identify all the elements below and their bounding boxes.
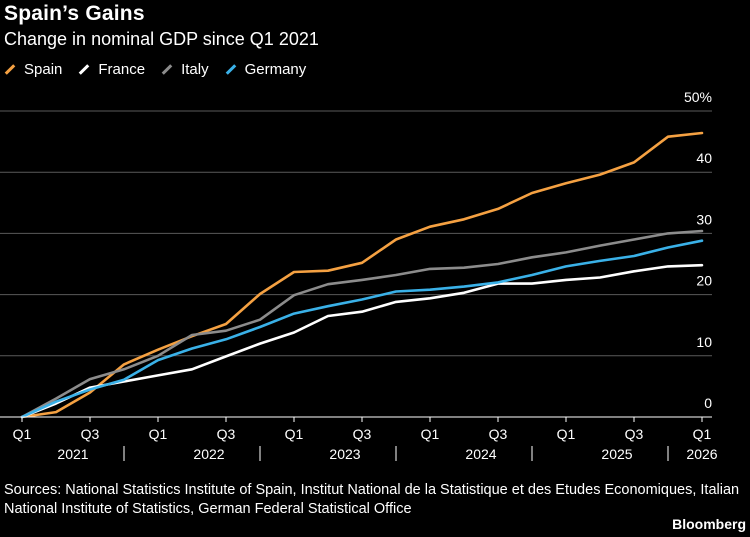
- x-tick-label-8: Q1: [557, 426, 576, 442]
- legend-item-france: France: [78, 61, 145, 78]
- x-tick-label-4: Q1: [285, 426, 304, 442]
- year-label-2022: 2022: [193, 446, 224, 462]
- year-label-2025: 2025: [601, 446, 632, 462]
- legend-label-spain: Spain: [24, 61, 63, 78]
- x-tick-label-3: Q3: [217, 426, 236, 442]
- legend-item-italy: Italy: [161, 61, 209, 78]
- legend-label-germany: Germany: [244, 61, 307, 78]
- sources-note: Sources: National Statistics Institute o…: [4, 482, 740, 517]
- y-tick-label-10: 10: [696, 334, 712, 350]
- year-label-2023: 2023: [329, 446, 360, 462]
- legend-item-germany: Germany: [225, 61, 307, 78]
- y-tick-label-0: 0: [704, 395, 712, 411]
- year-label-2024: 2024: [465, 446, 496, 462]
- x-tick-label-1: Q3: [81, 426, 100, 442]
- year-label-2026: 2026: [686, 446, 717, 462]
- legend-label-france: France: [98, 61, 146, 78]
- chart-subtitle: Change in nominal GDP since Q1 2021: [4, 29, 319, 49]
- x-tick-label-9: Q3: [625, 426, 644, 442]
- chart-title: Spain’s Gains: [4, 2, 145, 25]
- legend-item-spain: Spain: [4, 61, 62, 78]
- y-tick-label-50: 50%: [684, 89, 712, 105]
- series-line-spain: [20, 131, 704, 419]
- series-line-italy: [20, 229, 704, 419]
- x-tick-label-0: Q1: [13, 426, 32, 442]
- x-tick-label-10: Q1: [693, 426, 712, 442]
- year-label-2021: 2021: [57, 446, 88, 462]
- series-line-france: [20, 263, 704, 419]
- y-tick-label-40: 40: [696, 150, 712, 166]
- legend: Spain France Italy Germany: [4, 61, 322, 78]
- brand-logo-text: Bloomberg: [672, 516, 746, 532]
- legend-label-italy: Italy: [181, 61, 209, 78]
- x-tick-label-7: Q3: [489, 426, 508, 442]
- series-line-germany: [20, 239, 704, 419]
- y-tick-label-20: 20: [696, 273, 712, 289]
- y-tick-label-30: 30: [696, 211, 712, 227]
- x-tick-label-5: Q3: [353, 426, 372, 442]
- x-tick-label-2: Q1: [149, 426, 168, 442]
- x-tick-label-6: Q1: [421, 426, 440, 442]
